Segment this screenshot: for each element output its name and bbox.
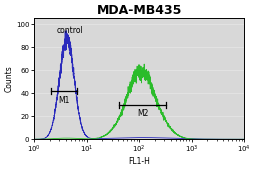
Title: MDA-MB435: MDA-MB435 — [96, 4, 181, 17]
Text: M1: M1 — [58, 96, 70, 105]
Text: control: control — [56, 26, 83, 35]
Y-axis label: Counts: Counts — [4, 65, 13, 92]
Text: M2: M2 — [137, 109, 148, 118]
X-axis label: FL1-H: FL1-H — [128, 157, 149, 166]
